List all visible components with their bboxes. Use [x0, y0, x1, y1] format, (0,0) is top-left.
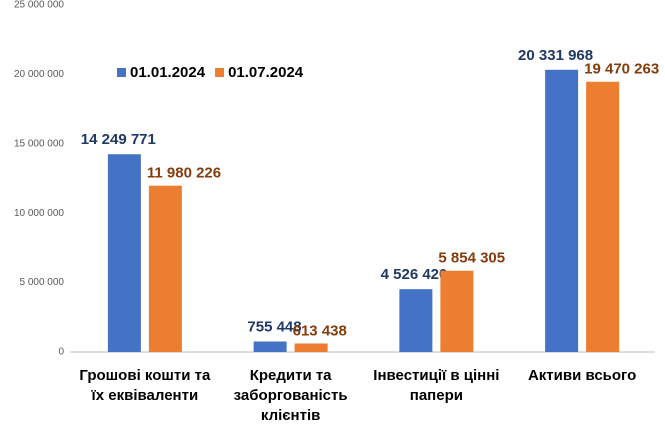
bar [148, 185, 182, 352]
value-label: 19 470 263 [584, 61, 659, 78]
y-tick-label: 25 000 000 [14, 0, 64, 11]
y-tick-label: 15 000 000 [14, 138, 64, 149]
value-label: 613 438 [293, 322, 347, 339]
x-tick-label: Активи всього [527, 367, 637, 384]
bar [545, 69, 579, 352]
value-label: 11 980 226 [147, 165, 221, 182]
legend-label: 01.07.2024 [228, 64, 304, 81]
value-label: 5 854 305 [438, 250, 505, 267]
x-tick-label: Інвестиції в цінні папери [373, 367, 500, 404]
x-tick-label: Грошові кошти та їх еквіваленти [79, 367, 211, 404]
legend-swatch [117, 68, 126, 77]
legend-label: 01.01.2024 [130, 64, 206, 81]
bar [107, 154, 141, 352]
y-tick-label: 10 000 000 [14, 208, 64, 219]
value-label: 4 526 420 [381, 266, 448, 283]
y-tick-label: 20 000 000 [14, 69, 64, 80]
bar [586, 81, 620, 352]
x-tick-label: Кредити та заборгованість клієнтів [233, 367, 348, 424]
bar [399, 289, 433, 352]
bar [253, 341, 287, 352]
bar [440, 270, 474, 352]
value-label: 20 331 968 [518, 47, 593, 64]
y-tick-label: 5 000 000 [20, 277, 65, 288]
legend-swatch [215, 68, 225, 77]
value-label: 755 448 [247, 318, 301, 335]
value-label: 14 249 771 [81, 131, 156, 148]
y-tick-label: 0 [58, 347, 64, 358]
bar [294, 343, 328, 352]
